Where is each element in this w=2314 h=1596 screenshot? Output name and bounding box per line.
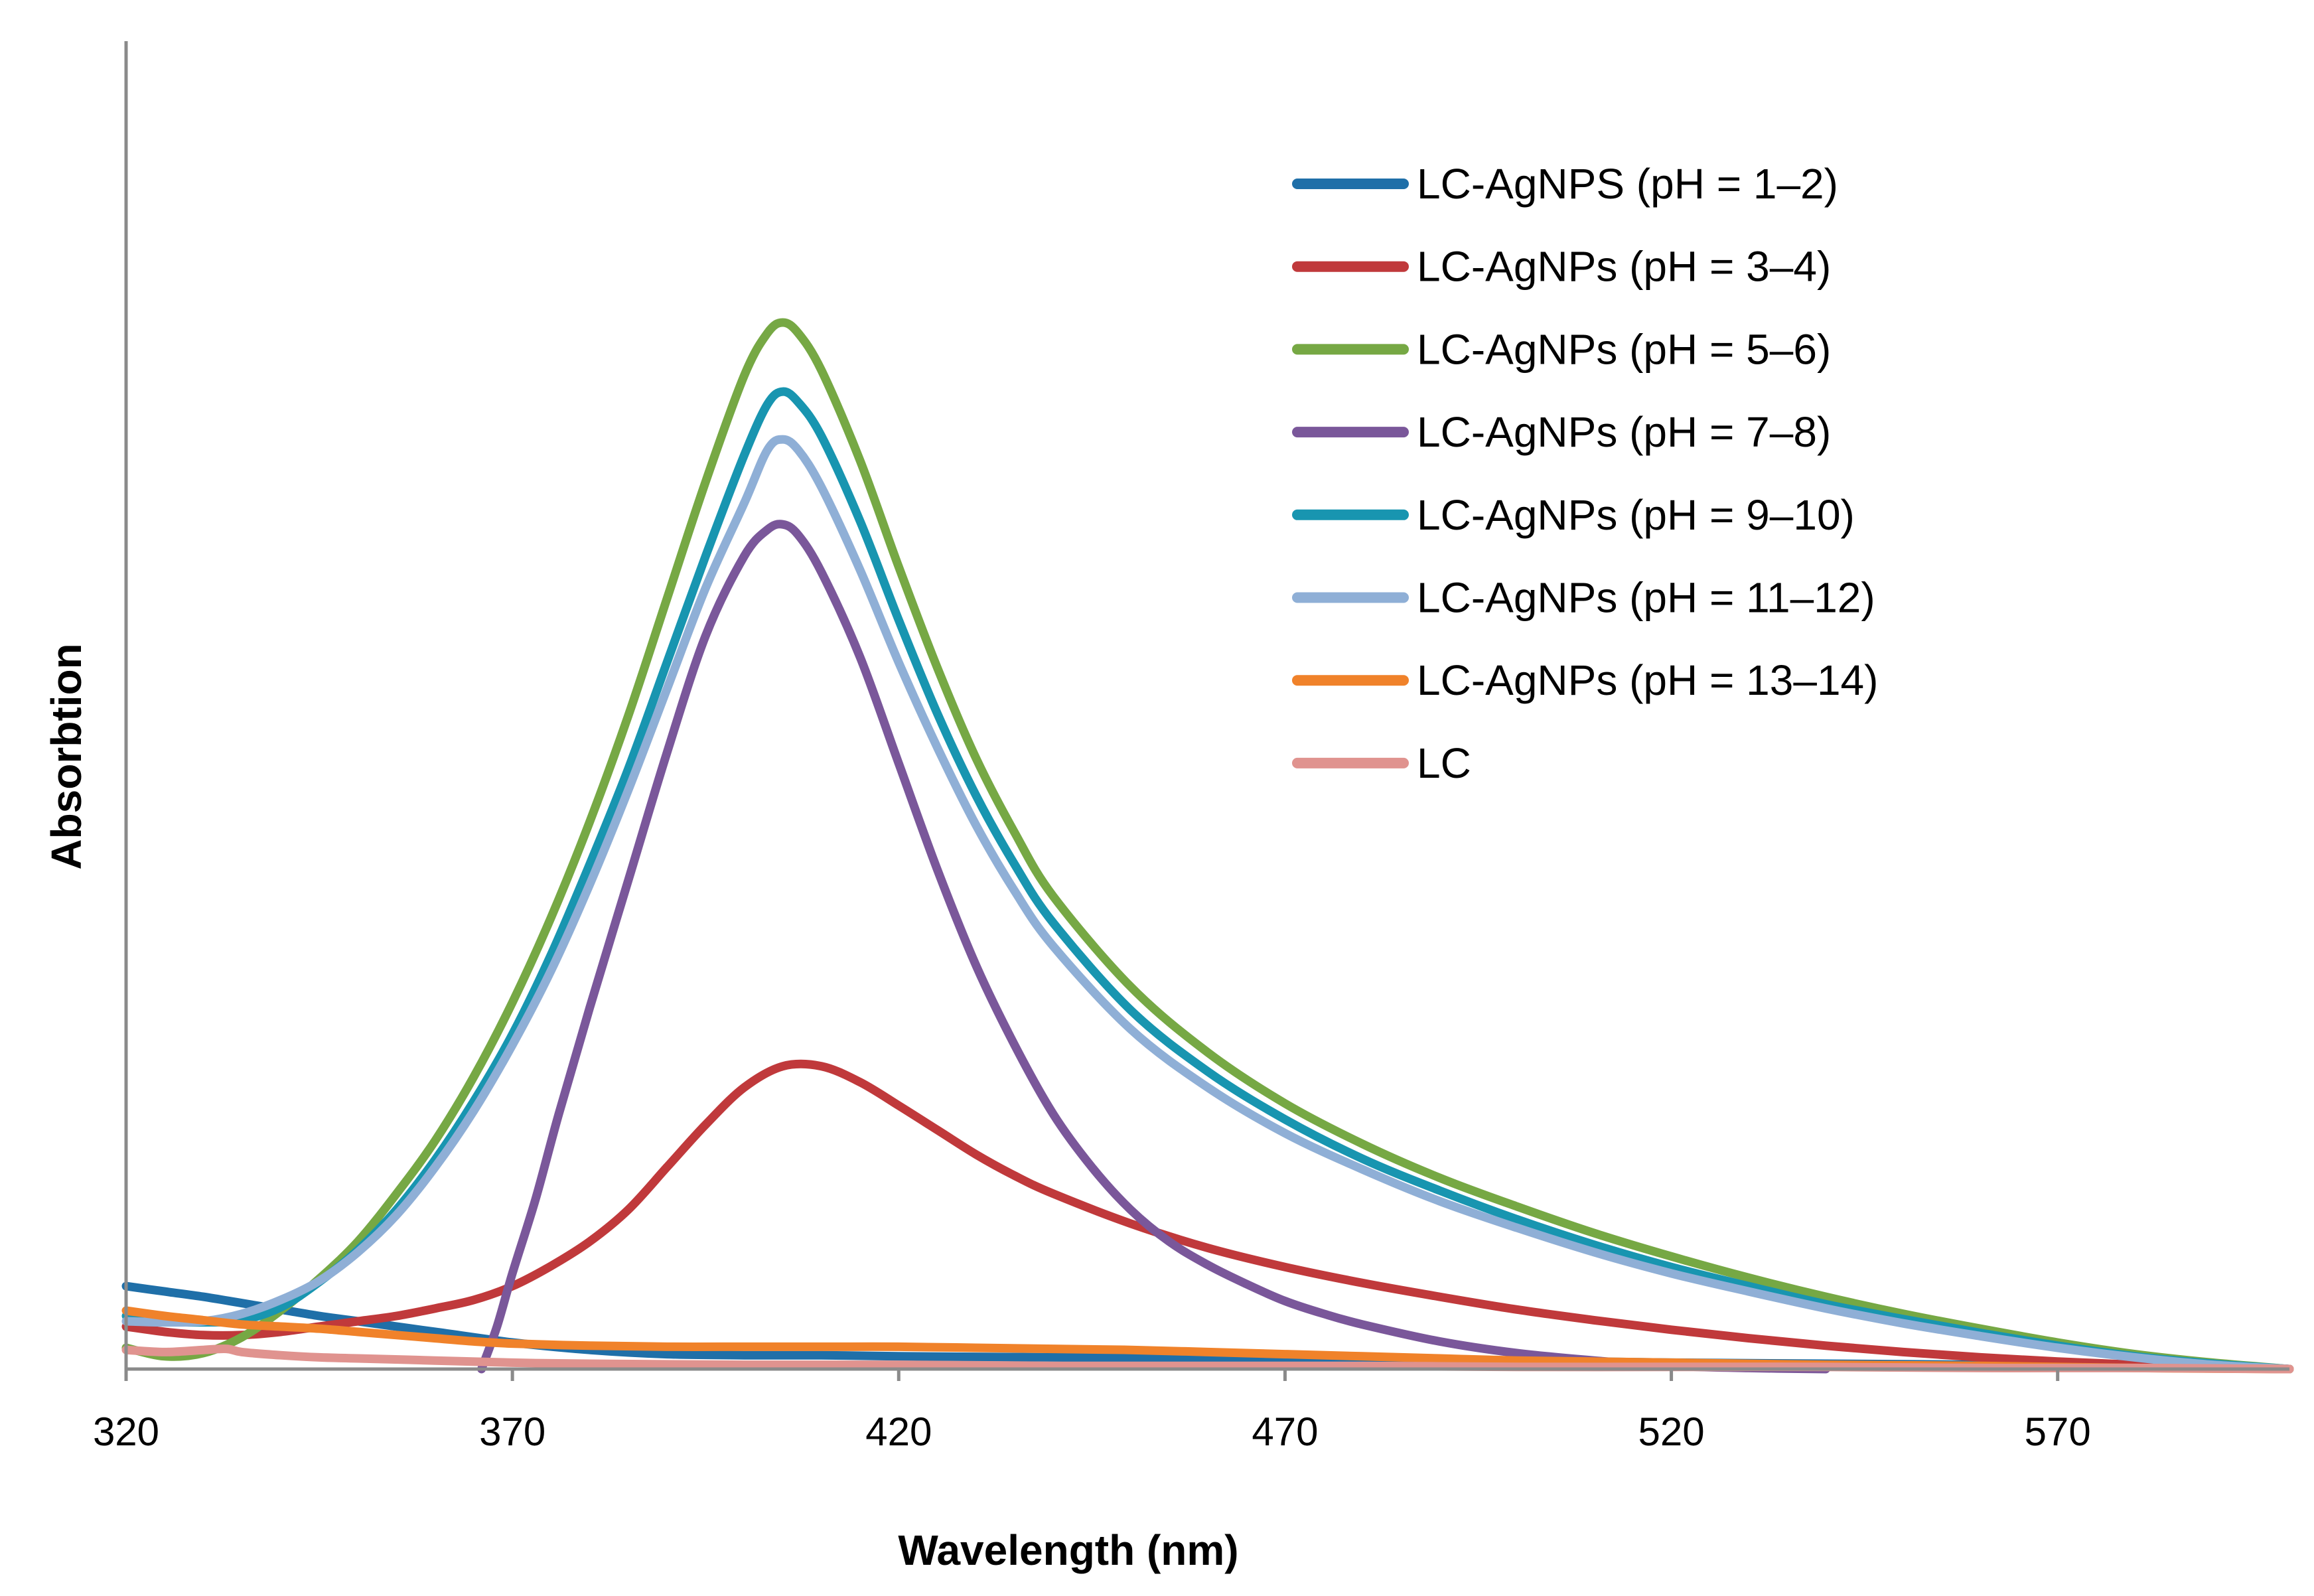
legend-label-4: LC-AgNPs (pH = 7–8) (1417, 408, 1831, 456)
legend-label-8: LC (1417, 739, 1471, 787)
series-line-4 (477, 520, 1830, 1374)
tick-layer: 320 370 420 470 520 570 (93, 1369, 2091, 1454)
x-tick-label: 470 (1252, 1410, 1318, 1454)
legend-label-5: LC-AgNPs (pH = 9–10) (1417, 491, 1855, 539)
x-tick-label: 370 (479, 1410, 545, 1454)
series-line-2 (121, 1059, 2294, 1374)
series-line-5 (121, 387, 2294, 1374)
series-layer (121, 318, 2294, 1374)
legend-label-7: LC-AgNPs (pH = 13–14) (1417, 656, 1878, 704)
x-tick-label: 420 (865, 1410, 932, 1454)
x-tick-label: 520 (1638, 1410, 1705, 1454)
series-line-3 (121, 318, 2294, 1374)
legend-label-2: LC-AgNPs (pH = 3–4) (1417, 243, 1831, 291)
series-line-8 (121, 1344, 2294, 1374)
legend-label-3: LC-AgNPs (pH = 5–6) (1417, 325, 1831, 373)
legend-label-6: LC-AgNPs (pH = 11–12) (1417, 574, 1875, 622)
legend-label-1: LC-AgNPS (pH = 1–2) (1417, 160, 1838, 208)
x-tick-label: 320 (93, 1410, 159, 1454)
x-axis-title: Wavelength (nm) (898, 1526, 1238, 1574)
y-axis-title: Absorbtion (42, 643, 90, 869)
x-tick-label: 570 (2025, 1410, 2091, 1454)
legend: LC-AgNPS (pH = 1–2) LC-AgNPs (pH = 3–4) LC… (1292, 160, 1878, 787)
series-line-6 (121, 435, 2294, 1374)
